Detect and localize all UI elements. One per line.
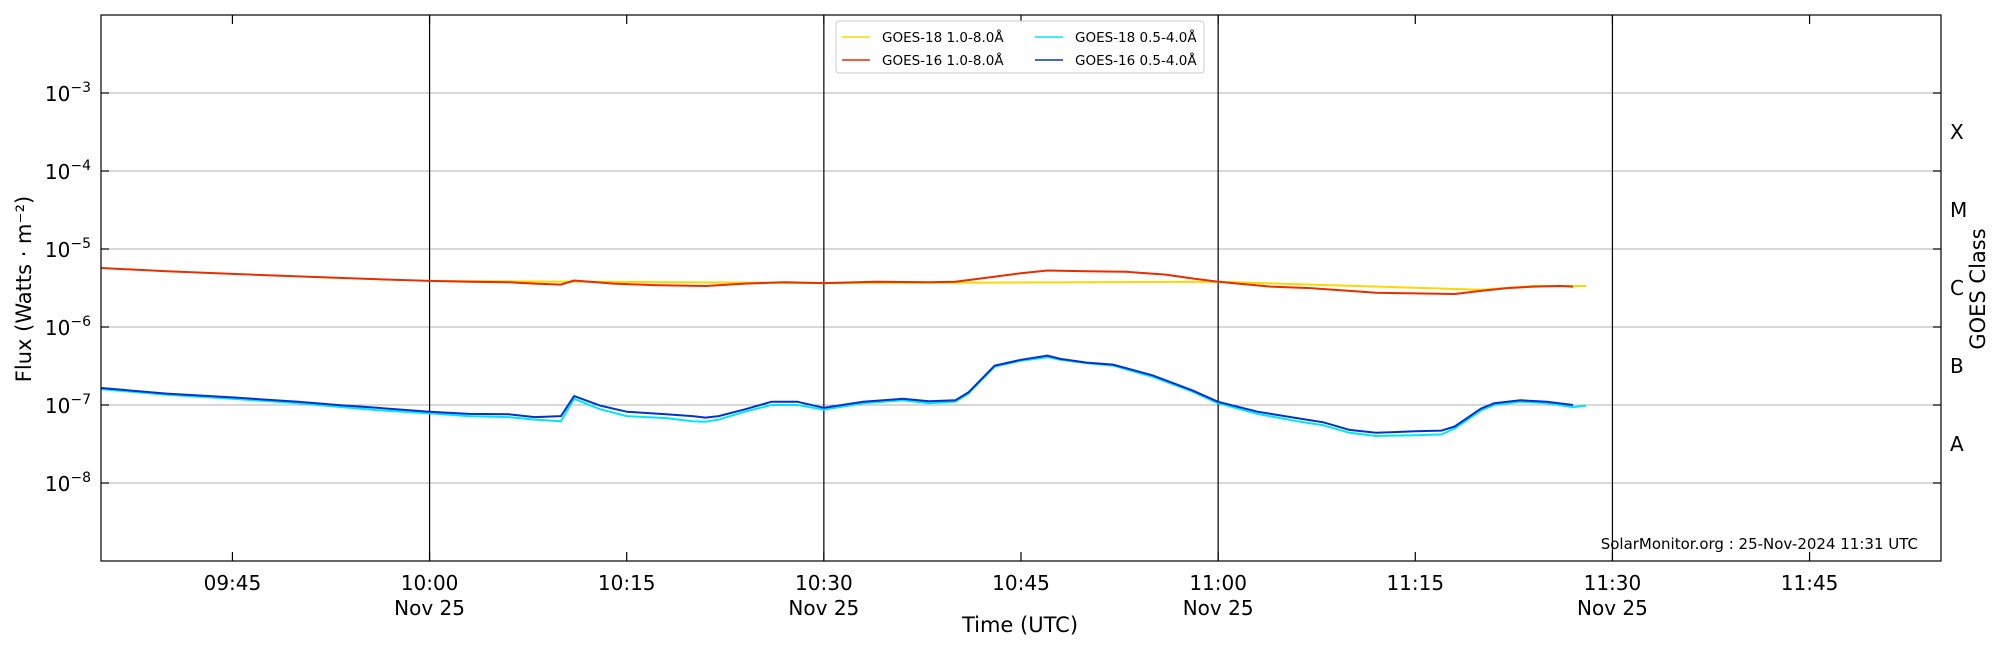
y-tick-label: 10−4 xyxy=(45,158,91,184)
legend-entry: GOES-18 0.5-4.0Å xyxy=(1075,29,1197,46)
y-tick-label: 10−7 xyxy=(45,392,91,418)
grid-layer xyxy=(101,92,1941,484)
y-axis-title: Flux (Watts · m⁻²) xyxy=(12,196,36,382)
x-tick-label: 10:45 xyxy=(992,571,1050,595)
legend: GOES-18 1.0-8.0Å GOES-16 1.0-8.0Å GOES-18 … xyxy=(835,20,1205,74)
goes-class-label: M xyxy=(1950,198,1967,222)
series-line-goes-16-1-0-8-0 xyxy=(100,267,1574,295)
x-tick-label: 10:30 xyxy=(795,571,853,595)
y-tick-label: 10−8 xyxy=(45,470,91,496)
y-tick-label: 10−3 xyxy=(45,80,91,106)
vertical-lines-layer xyxy=(428,15,1614,561)
goes-class-label: X xyxy=(1950,120,1964,144)
series-line-goes-16-0-5-4-0 xyxy=(100,354,1574,434)
x-tick-label: 09:45 xyxy=(204,571,262,595)
goes-class-label: B xyxy=(1950,354,1964,378)
x-tick-label: 11:00 xyxy=(1189,571,1247,595)
legend-entry: GOES-16 0.5-4.0Å xyxy=(1075,52,1197,69)
x-tick-sublabel: Nov 25 xyxy=(1577,596,1648,620)
legend-entry: GOES-18 1.0-8.0Å xyxy=(882,29,1004,46)
legend-entry: GOES-16 1.0-8.0Å xyxy=(882,52,1004,69)
legend-box xyxy=(835,20,1205,74)
x-tick-label: 11:45 xyxy=(1781,571,1839,595)
x-tick-label: 10:15 xyxy=(598,571,656,595)
series-layer xyxy=(100,267,1587,437)
x-axis-title: Time (UTC) xyxy=(961,613,1078,637)
x-tick-label: 10:00 xyxy=(401,571,459,595)
series-line-goes-18-0-5-4-0 xyxy=(100,356,1587,437)
credit-text: SolarMonitor.org : 25-Nov-2024 11:31 UTC xyxy=(1601,535,1918,553)
plot-frame xyxy=(100,14,1942,562)
x-tick-sublabel: Nov 25 xyxy=(394,596,465,620)
y-tick-label: 10−6 xyxy=(45,314,91,340)
goes-class-axis-title: GOES Class xyxy=(1966,228,1990,349)
ticks-layer xyxy=(101,15,1941,561)
x-tick-label: 11:30 xyxy=(1584,571,1642,595)
x-tick-sublabel: Nov 25 xyxy=(1183,596,1254,620)
goes-class-label: C xyxy=(1950,276,1964,300)
x-tick-sublabel: Nov 25 xyxy=(788,596,859,620)
x-tick-label: 11:15 xyxy=(1386,571,1444,595)
goes-class-label: A xyxy=(1950,432,1964,456)
y-tick-label: 10−5 xyxy=(45,236,91,262)
